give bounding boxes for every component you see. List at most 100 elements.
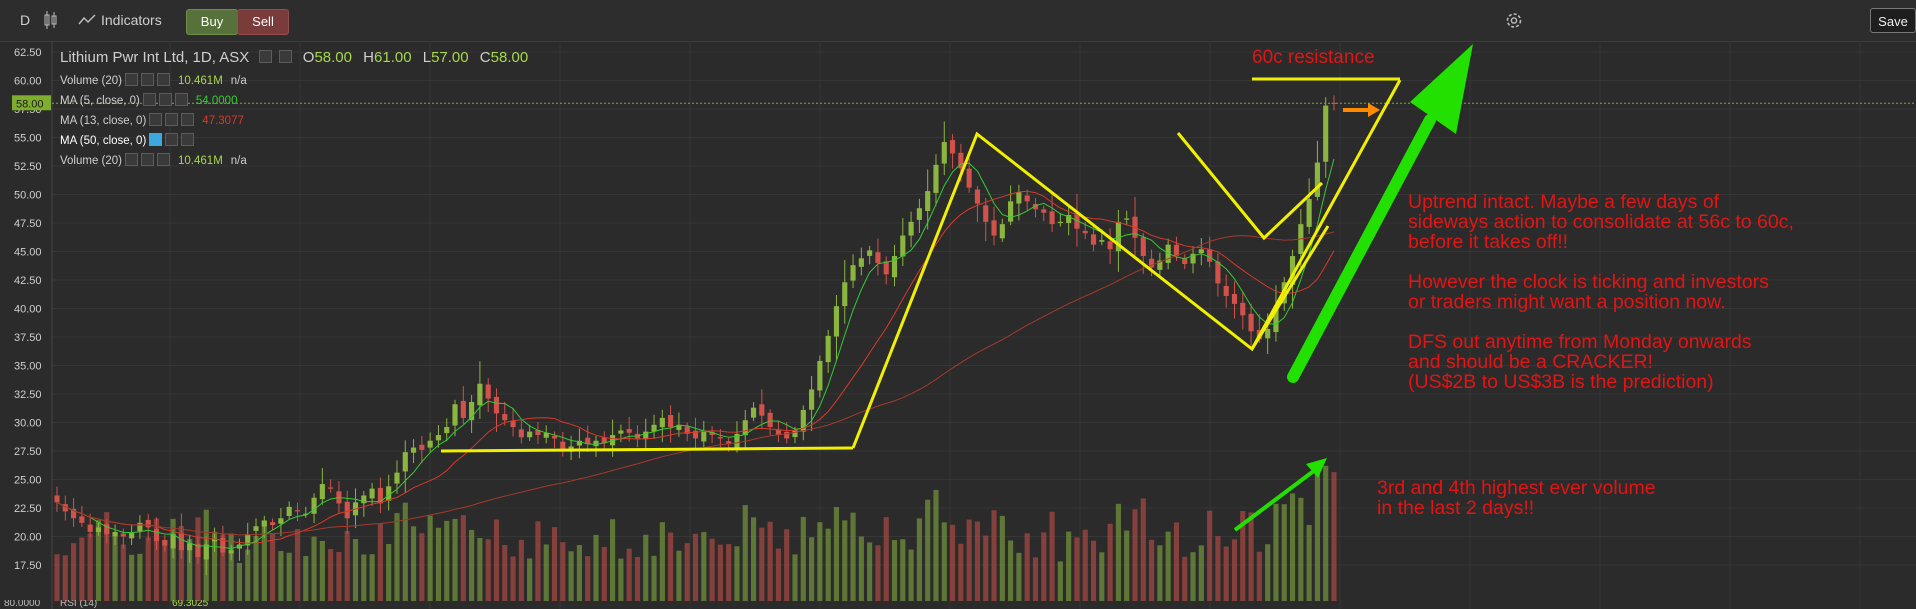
chart-grid: [52, 41, 1916, 609]
candle-body: [1198, 249, 1204, 254]
volume-bar: [1024, 533, 1030, 601]
candle-body: [1215, 261, 1221, 284]
study-eye-icon[interactable]: [149, 113, 163, 126]
volume-bar: [692, 533, 699, 601]
y-tick-label: 45.00: [14, 247, 42, 259]
candle-body: [701, 430, 707, 442]
volume-bar: [1041, 532, 1047, 601]
volume-arrow-head: [1306, 458, 1327, 478]
volume-bar: [79, 537, 85, 601]
interval-selector[interactable]: D: [20, 12, 31, 28]
study-name: MA (50, close, 0): [60, 135, 147, 147]
volume-bar: [1173, 522, 1180, 601]
study-close-icon[interactable]: [157, 153, 171, 166]
study-row[interactable]: MA (50, close, 0): [60, 133, 195, 147]
volume-bar: [211, 531, 218, 601]
study-close-icon[interactable]: [181, 113, 195, 126]
volume-bar: [1207, 510, 1213, 601]
study-settings-icon[interactable]: [165, 113, 179, 126]
study-settings-icon[interactable]: [165, 133, 179, 146]
volume-bar: [1082, 529, 1088, 601]
volume-bar: [908, 549, 914, 601]
candle-body: [800, 409, 806, 432]
high-label: H: [363, 49, 375, 66]
candle-body: [510, 420, 516, 428]
clock-annotation: However the clock is ticking and investo…: [1408, 271, 1769, 313]
candle-body: [62, 504, 68, 512]
y-tick-label: 32.50: [14, 389, 42, 401]
candle-body: [303, 513, 309, 515]
settings-gear-icon[interactable]: [1504, 0, 1524, 41]
candle-body: [1032, 203, 1039, 210]
y-tick-label: 40.00: [14, 304, 42, 316]
study-settings-icon[interactable]: [158, 93, 172, 106]
sell-button[interactable]: Sell: [237, 9, 289, 35]
study-settings-icon[interactable]: [141, 153, 155, 166]
y-tick-label: 37.50: [14, 332, 42, 344]
candle-body: [1248, 313, 1254, 332]
legend-settings-icon[interactable]: [278, 50, 292, 63]
candle-body: [966, 168, 972, 188]
buy-button[interactable]: Buy: [186, 9, 238, 35]
indicators-button[interactable]: Indicators: [101, 12, 162, 28]
study-close-icon[interactable]: [157, 73, 171, 86]
study-settings-icon[interactable]: [141, 73, 155, 86]
volume-bar: [369, 554, 375, 601]
volume-bar: [419, 533, 425, 601]
volume-bar: [850, 512, 856, 601]
y-tick-label: 17.50: [14, 560, 42, 572]
candle-body: [767, 412, 773, 428]
candle-body: [825, 335, 831, 363]
candle-body: [900, 235, 906, 257]
study-eye-icon[interactable]: [125, 153, 139, 166]
rsi-axis-label: 80.0000: [4, 600, 41, 609]
study-row[interactable]: Volume (20) 10.461M n/a: [60, 153, 247, 167]
study-row[interactable]: MA (13, close, 0) 47.3077: [60, 113, 244, 127]
study-close-icon[interactable]: [174, 93, 188, 106]
candle-body: [145, 519, 151, 528]
study-row[interactable]: Volume (20) 10.461M n/a: [60, 73, 247, 87]
volume-bar: [1008, 540, 1014, 601]
volume-bar: [668, 532, 674, 601]
candle-type-icon[interactable]: [43, 0, 59, 41]
volume-bar: [1016, 552, 1022, 601]
save-button[interactable]: Save: [1870, 8, 1916, 33]
candle-body: [668, 415, 674, 428]
volume-bar: [477, 538, 483, 601]
volume-bar: [1281, 504, 1287, 601]
price-chart[interactable]: 17.50 20.00 22.50 25.00 27.50 30.00 32.50 35.00…: [0, 41, 1916, 609]
candle-body: [79, 516, 85, 523]
volume-bar: [775, 548, 781, 601]
volume-bar: [1057, 561, 1063, 601]
candle-body: [833, 306, 840, 337]
candle-body: [842, 282, 848, 307]
study-close-icon[interactable]: [181, 133, 195, 146]
study-extra: n/a: [230, 75, 247, 87]
volume-bar: [1107, 523, 1113, 601]
symbol-legend: Lithium Pwr Int Ltd, 1D, ASX O58.00 H61.…: [60, 49, 528, 66]
candle-body: [742, 420, 748, 436]
volume-bar: [825, 528, 831, 601]
legend-eye-icon[interactable]: [259, 50, 273, 63]
candle-body: [784, 431, 790, 439]
y-tick-label: 22.50: [14, 503, 42, 515]
volume-bar: [153, 518, 160, 601]
study-row[interactable]: MA (5, close, 0) 54.0000: [60, 93, 237, 107]
volume-bar: [220, 534, 226, 601]
study-eye-icon[interactable]: [125, 73, 139, 86]
volume-bar: [1298, 497, 1304, 601]
orange-arrow-head: [1368, 103, 1380, 117]
volume-bar: [941, 522, 947, 601]
study-eye-icon[interactable]: [149, 133, 163, 146]
volume-bar: [104, 512, 110, 601]
study-eye-icon[interactable]: [142, 93, 156, 106]
candle-body: [344, 501, 350, 519]
candle-body: [477, 383, 483, 406]
indicators-icon[interactable]: [77, 0, 97, 41]
y-tick-label: 47.50: [14, 218, 42, 230]
candle-body: [1314, 162, 1320, 197]
candle-body: [1289, 256, 1296, 285]
channel-lower-line: [1250, 79, 1402, 350]
candle-body: [858, 258, 864, 267]
volume-bar: [618, 558, 624, 601]
